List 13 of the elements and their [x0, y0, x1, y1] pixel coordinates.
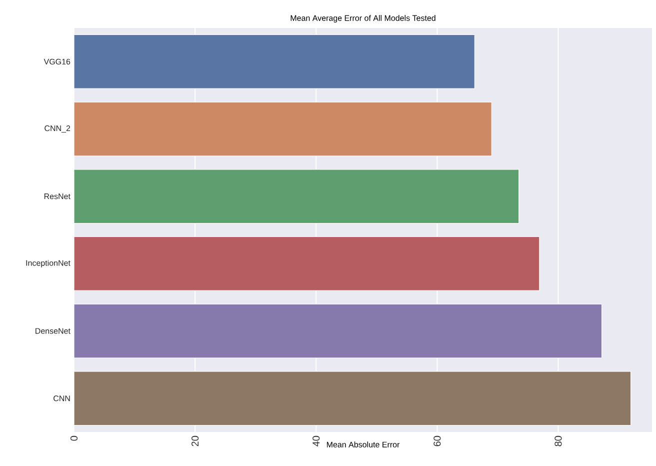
x-tick-label: 20	[192, 436, 199, 446]
y-tick-label: CNN	[54, 396, 70, 402]
x-axis-title: Mean Absolute Error	[326, 442, 400, 448]
x-tick-label: 40	[312, 436, 320, 446]
y-tick-label: CNN_2	[44, 125, 70, 133]
y-tick-label: ResNet	[44, 194, 70, 200]
x-tick-label: 60	[434, 436, 441, 446]
x-tick-label: 80	[554, 436, 562, 446]
x-tick-label: 0	[70, 436, 78, 441]
y-tick-label: VGG16	[44, 58, 70, 65]
y-tick-label: InceptionNet	[26, 260, 70, 268]
chart-title: Mean Average Error of All Models Tested	[290, 15, 436, 22]
y-tick-label: DenseNet	[36, 328, 70, 334]
